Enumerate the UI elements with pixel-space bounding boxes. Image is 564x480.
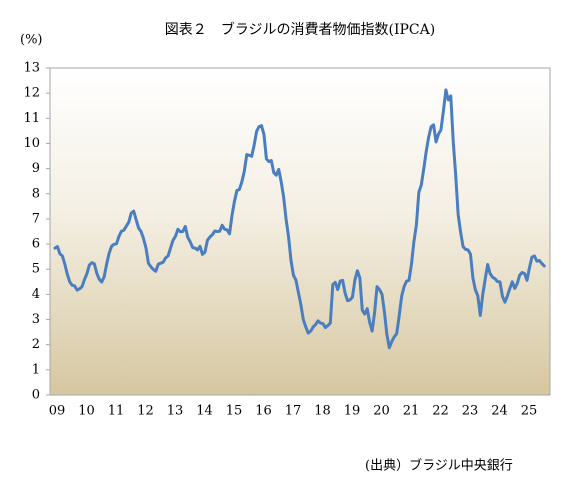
x-tick-label: 16 (255, 404, 272, 419)
x-tick-label: 09 (49, 404, 66, 419)
x-tick-label: 25 (521, 404, 538, 419)
y-tick-label: 4 (32, 287, 40, 302)
source: (出典）ブラジル中央銀行 (365, 458, 513, 474)
y-tick-label: 6 (32, 237, 40, 252)
x-tick-label: 17 (285, 404, 302, 419)
chart-title: 図表２ ブラジルの消費者物価指数(IPCA) (165, 21, 435, 38)
y-tick-label: 0 (32, 388, 40, 403)
y-tick-label: 1 (32, 362, 40, 377)
y-tick-label: 7 (32, 211, 40, 226)
plot-area (49, 67, 551, 396)
data-line (53, 88, 546, 350)
y-tick-label: 9 (32, 161, 40, 176)
x-tick-label: 21 (403, 404, 420, 419)
x-tick-label: 10 (78, 404, 95, 419)
y-tick-label: 5 (32, 262, 40, 277)
x-tick-label: 13 (167, 404, 184, 419)
x-tick-label: 15 (226, 404, 243, 419)
y-axis-label: (%) (20, 33, 43, 48)
y-tick-label: 3 (32, 312, 40, 327)
x-tick-label: 24 (491, 404, 508, 419)
x-tick-label: 22 (432, 404, 449, 419)
y-tick-label: 2 (32, 337, 40, 352)
y-tick-label: 11 (23, 111, 40, 126)
y-tick-label: 12 (23, 86, 40, 101)
x-tick-label: 19 (344, 404, 361, 419)
y-tick-label: 13 (23, 61, 40, 76)
y-tick-label: 8 (32, 186, 40, 201)
x-tick-label: 14 (196, 404, 213, 419)
x-tick-label: 12 (137, 404, 154, 419)
y-tick-label: 10 (23, 136, 40, 151)
x-tick-label: 20 (373, 404, 390, 419)
x-tick-label: 11 (108, 404, 125, 419)
x-tick-label: 18 (314, 404, 331, 419)
x-tick-label: 23 (462, 404, 479, 419)
